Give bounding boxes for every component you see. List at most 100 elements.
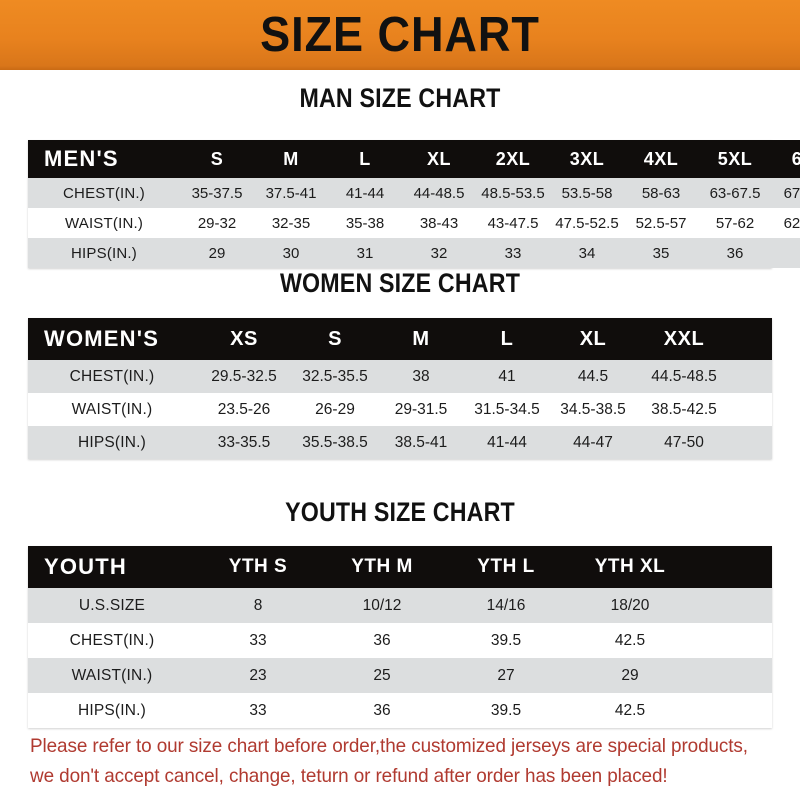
women-col-header: S xyxy=(292,318,378,360)
table-cell: 10/12 xyxy=(320,588,444,623)
table-cell: 38-43 xyxy=(402,208,476,238)
table-row: CHEST(IN.) 33 36 39.5 42.5 xyxy=(28,623,772,658)
man-section-heading: MAN SIZE CHART xyxy=(299,83,501,113)
man-col-header: 3XL xyxy=(550,140,624,178)
table-cell: 29-32 xyxy=(180,208,254,238)
women-row-label: CHEST(IN.) xyxy=(28,360,196,393)
youth-row-label: WAIST(IN.) xyxy=(28,658,196,693)
table-cell-empty xyxy=(752,360,772,393)
table-cell: 27 xyxy=(444,658,568,693)
women-section-heading: WOMEN SIZE CHART xyxy=(279,268,521,298)
women-table-header-row: WOMEN'S XS S M L XL XXL xyxy=(28,318,772,360)
table-cell: 39.5 xyxy=(444,693,568,728)
table-cell: 42.5 xyxy=(568,693,692,728)
table-cell: 39.5 xyxy=(444,623,568,658)
man-col-header: 4XL xyxy=(624,140,698,178)
women-col-header: L xyxy=(464,318,550,360)
women-col-header-empty xyxy=(732,318,752,360)
youth-section-heading: YOUTH SIZE CHART xyxy=(285,497,515,527)
youth-col-header: YTH M xyxy=(320,546,444,588)
table-cell: 33 xyxy=(196,693,320,728)
table-cell: 41-44 xyxy=(464,426,550,459)
women-col-header-empty xyxy=(752,318,772,360)
women-col-header: M xyxy=(378,318,464,360)
youth-row-label: HIPS(IN.) xyxy=(28,693,196,728)
table-row: CHEST(IN.) 29.5-32.5 32.5-35.5 38 41 44.… xyxy=(28,360,772,393)
table-cell: 38 xyxy=(378,360,464,393)
table-cell: 36 xyxy=(320,693,444,728)
table-cell: 63-67.5 xyxy=(698,178,772,208)
footer-line-2: we don't accept cancel, change, teturn o… xyxy=(30,765,668,787)
table-cell-empty xyxy=(752,393,772,426)
table-cell: 32 xyxy=(402,238,476,268)
women-col-header: XL xyxy=(550,318,636,360)
women-col-header: XS xyxy=(196,318,292,360)
table-cell: 67.5-72 xyxy=(772,178,800,208)
table-cell: 43-47.5 xyxy=(476,208,550,238)
table-cell: 35-38 xyxy=(328,208,402,238)
table-cell-empty xyxy=(692,658,732,693)
table-cell: 33 xyxy=(476,238,550,268)
man-table-header-row: MEN'S S M L XL 2XL 3XL 4XL 5XL 6XL xyxy=(28,140,800,178)
table-cell: 44.5 xyxy=(550,360,636,393)
man-col-header: 5XL xyxy=(698,140,772,178)
youth-col-header: YTH XL xyxy=(568,546,692,588)
table-cell: 14/16 xyxy=(444,588,568,623)
table-cell: 44-48.5 xyxy=(402,178,476,208)
table-cell: 52.5-57 xyxy=(624,208,698,238)
table-cell: 35 xyxy=(624,238,698,268)
table-cell: 29.5-32.5 xyxy=(196,360,292,393)
youth-col-header: YTH L xyxy=(444,546,568,588)
women-row-label: WAIST(IN.) xyxy=(28,393,196,426)
table-row: WAIST(IN.) 23.5-26 26-29 29-31.5 31.5-34… xyxy=(28,393,772,426)
women-row-label: HIPS(IN.) xyxy=(28,426,196,459)
table-cell-empty xyxy=(732,426,752,459)
table-cell: 29 xyxy=(180,238,254,268)
table-cell: 36 xyxy=(698,238,772,268)
table-row: HIPS(IN.) 33 36 39.5 42.5 xyxy=(28,693,772,728)
table-cell: 47.5-52.5 xyxy=(550,208,624,238)
table-cell-empty xyxy=(732,360,752,393)
youth-col-header-empty xyxy=(692,546,732,588)
youth-row-label: U.S.SIZE xyxy=(28,588,196,623)
table-cell: 38.5-41 xyxy=(378,426,464,459)
women-col-header: XXL xyxy=(636,318,732,360)
table-cell: 34.5-38.5 xyxy=(550,393,636,426)
table-cell: 33 xyxy=(196,623,320,658)
table-row: HIPS(IN.) 33-35.5 35.5-38.5 38.5-41 41-4… xyxy=(28,426,772,459)
table-cell-empty xyxy=(692,623,732,658)
table-cell: 44.5-48.5 xyxy=(636,360,732,393)
table-cell: 32-35 xyxy=(254,208,328,238)
table-cell-empty xyxy=(732,623,772,658)
table-cell-empty xyxy=(752,426,772,459)
table-cell: 23 xyxy=(196,658,320,693)
man-col-header: 2XL xyxy=(476,140,550,178)
table-cell: 29 xyxy=(568,658,692,693)
table-cell: 32.5-35.5 xyxy=(292,360,378,393)
youth-size-table-wrapper: YOUTH YTH S YTH M YTH L YTH XL U.S.SIZE … xyxy=(28,546,772,728)
youth-row-label: CHEST(IN.) xyxy=(28,623,196,658)
table-cell: 48.5-53.5 xyxy=(476,178,550,208)
table-cell: 23.5-26 xyxy=(196,393,292,426)
table-cell: 36 xyxy=(320,623,444,658)
table-cell: 35.5-38.5 xyxy=(292,426,378,459)
table-cell: 37 xyxy=(772,238,800,268)
table-cell: 47-50 xyxy=(636,426,732,459)
women-brand-label: WOMEN'S xyxy=(28,318,196,360)
table-row: U.S.SIZE 8 10/12 14/16 18/20 xyxy=(28,588,772,623)
table-cell-empty xyxy=(692,588,732,623)
table-cell-empty xyxy=(692,693,732,728)
youth-col-header-empty xyxy=(732,546,772,588)
table-cell: 31 xyxy=(328,238,402,268)
table-cell: 31.5-34.5 xyxy=(464,393,550,426)
man-row-label: CHEST(IN.) xyxy=(28,178,180,208)
man-row-label: WAIST(IN.) xyxy=(28,208,180,238)
table-cell-empty xyxy=(732,658,772,693)
man-col-header: M xyxy=(254,140,328,178)
man-col-header: L xyxy=(328,140,402,178)
table-cell: 44-47 xyxy=(550,426,636,459)
table-cell: 8 xyxy=(196,588,320,623)
table-cell: 42.5 xyxy=(568,623,692,658)
man-col-header: S xyxy=(180,140,254,178)
